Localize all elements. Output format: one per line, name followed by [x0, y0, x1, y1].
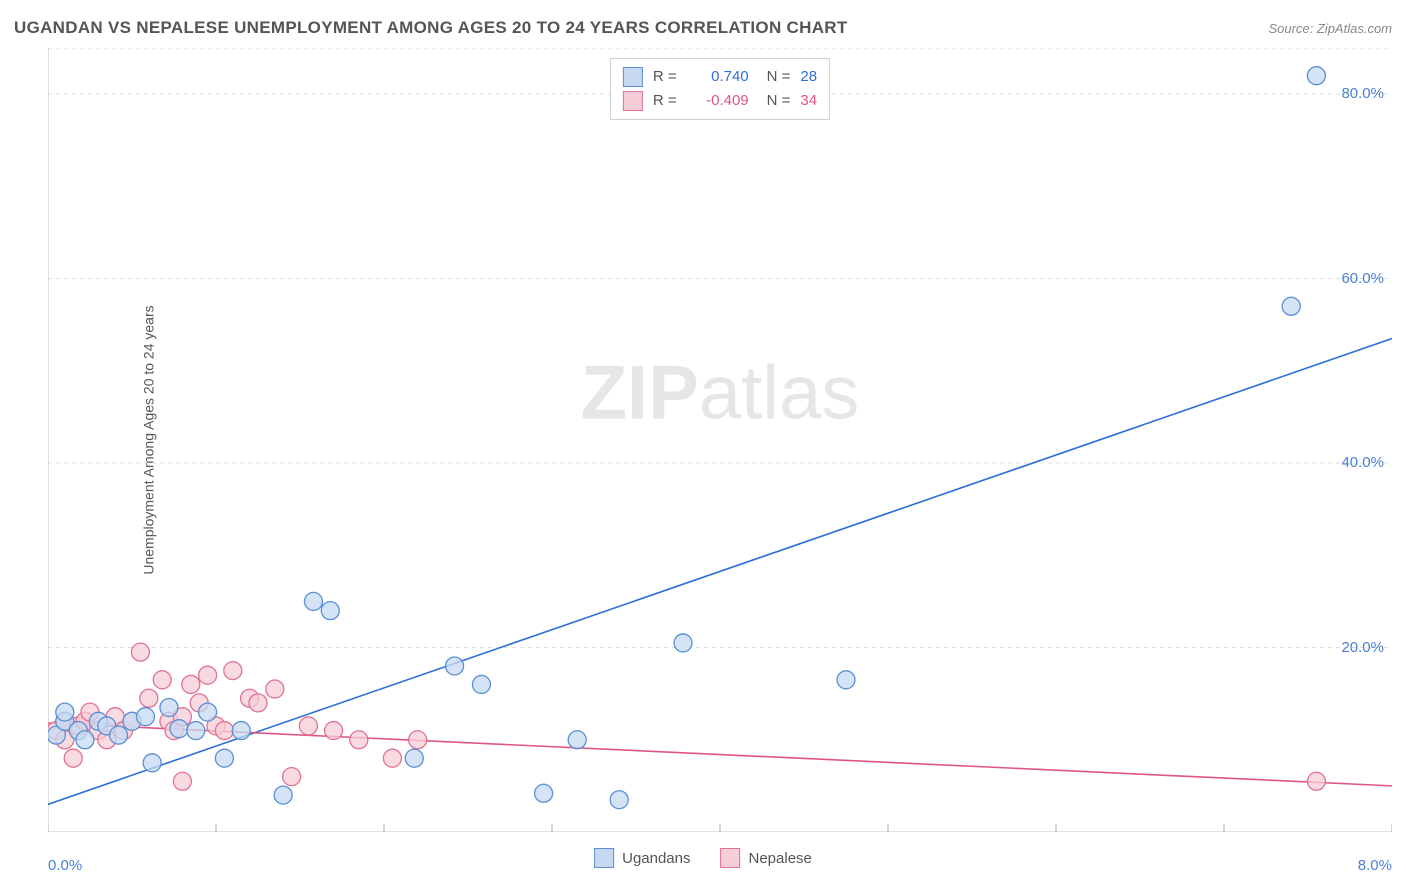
- plot-area: Unemployment Among Ages 20 to 24 years Z…: [48, 48, 1392, 832]
- y-tick-label: 20.0%: [1341, 639, 1384, 656]
- legend-item-nepalese: Nepalese: [721, 848, 812, 868]
- y-tick-label: 40.0%: [1341, 454, 1384, 471]
- n-label: N =: [767, 65, 791, 89]
- r-label: R =: [653, 89, 677, 113]
- y-tick-label: 60.0%: [1341, 270, 1384, 287]
- n-value-nepalese: 34: [800, 89, 817, 113]
- r-label: R =: [653, 65, 677, 89]
- r-value-ugandans: 0.740: [687, 65, 749, 89]
- x-axis-min-label: 0.0%: [48, 857, 82, 874]
- legend-swatch-ugandans: [623, 67, 643, 87]
- n-label: N =: [767, 89, 791, 113]
- legend-row-nepalese: R = -0.409 N = 34: [623, 89, 817, 113]
- x-axis-max-label: 8.0%: [1358, 857, 1392, 874]
- legend-swatch-icon: [721, 848, 741, 868]
- legend-swatch-nepalese: [623, 91, 643, 111]
- series-legend: Ugandans Nepalese: [594, 848, 812, 868]
- r-value-nepalese: -0.409: [687, 89, 749, 113]
- correlation-legend: R = 0.740 N = 28 R = -0.409 N = 34: [610, 58, 830, 120]
- chart-title: UGANDAN VS NEPALESE UNEMPLOYMENT AMONG A…: [14, 18, 848, 38]
- scatter-chart-svg: [48, 48, 1392, 832]
- legend-item-ugandans: Ugandans: [594, 848, 690, 868]
- legend-label: Ugandans: [622, 850, 690, 867]
- chart-source: Source: ZipAtlas.com: [1268, 21, 1392, 36]
- legend-swatch-icon: [594, 848, 614, 868]
- legend-row-ugandans: R = 0.740 N = 28: [623, 65, 817, 89]
- n-value-ugandans: 28: [800, 65, 817, 89]
- y-tick-label: 80.0%: [1341, 85, 1384, 102]
- chart-header: UGANDAN VS NEPALESE UNEMPLOYMENT AMONG A…: [14, 18, 1392, 38]
- legend-label: Nepalese: [749, 850, 812, 867]
